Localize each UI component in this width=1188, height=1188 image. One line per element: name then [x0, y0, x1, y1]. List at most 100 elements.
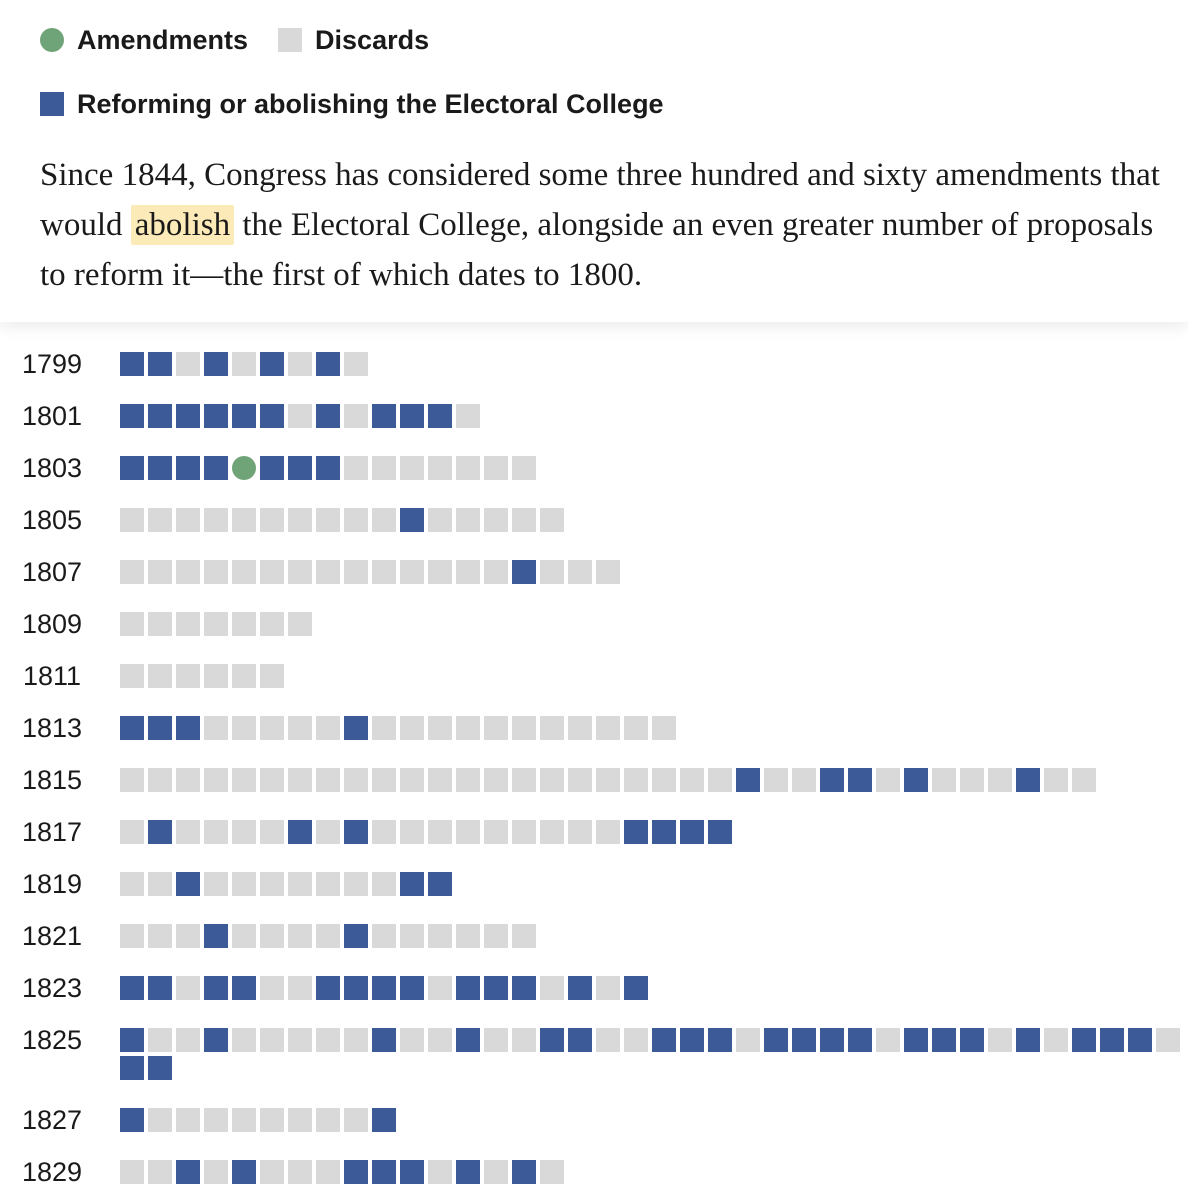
reform-square[interactable]: [176, 872, 200, 896]
reform-square[interactable]: [372, 1028, 396, 1052]
discard-square[interactable]: [932, 768, 956, 792]
discard-square[interactable]: [568, 820, 592, 844]
discard-square[interactable]: [540, 1160, 564, 1184]
reform-square[interactable]: [260, 456, 284, 480]
reform-square[interactable]: [148, 820, 172, 844]
reform-square[interactable]: [120, 352, 144, 376]
discard-square[interactable]: [960, 768, 984, 792]
discard-square[interactable]: [428, 508, 452, 532]
reform-square[interactable]: [120, 1028, 144, 1052]
reform-square[interactable]: [512, 1160, 536, 1184]
discard-square[interactable]: [316, 716, 340, 740]
discard-square[interactable]: [288, 560, 312, 584]
reform-square[interactable]: [792, 1028, 816, 1052]
discard-square[interactable]: [148, 1160, 172, 1184]
discard-square[interactable]: [540, 976, 564, 1000]
discard-square[interactable]: [148, 924, 172, 948]
discard-square[interactable]: [596, 716, 620, 740]
discard-square[interactable]: [204, 664, 228, 688]
discard-square[interactable]: [232, 716, 256, 740]
discard-square[interactable]: [176, 768, 200, 792]
discard-square[interactable]: [484, 820, 508, 844]
reform-square[interactable]: [400, 976, 424, 1000]
discard-square[interactable]: [652, 716, 676, 740]
reform-square[interactable]: [904, 1028, 928, 1052]
discard-square[interactable]: [344, 508, 368, 532]
reform-square[interactable]: [344, 820, 368, 844]
discard-square[interactable]: [288, 976, 312, 1000]
discard-square[interactable]: [316, 508, 340, 532]
reform-square[interactable]: [1072, 1028, 1096, 1052]
discard-square[interactable]: [428, 560, 452, 584]
reform-square[interactable]: [456, 1160, 480, 1184]
reform-square[interactable]: [1016, 1028, 1040, 1052]
discard-square[interactable]: [512, 716, 536, 740]
discard-square[interactable]: [120, 664, 144, 688]
discard-square[interactable]: [176, 560, 200, 584]
discard-square[interactable]: [148, 508, 172, 532]
legend-amendments[interactable]: Amendments: [40, 25, 248, 56]
discard-square[interactable]: [176, 1108, 200, 1132]
discard-square[interactable]: [148, 768, 172, 792]
discard-square[interactable]: [260, 1160, 284, 1184]
discard-square[interactable]: [120, 1160, 144, 1184]
reform-square[interactable]: [288, 456, 312, 480]
reform-square[interactable]: [372, 1108, 396, 1132]
discard-square[interactable]: [176, 612, 200, 636]
discard-square[interactable]: [204, 820, 228, 844]
discard-square[interactable]: [204, 1108, 228, 1132]
discard-square[interactable]: [204, 872, 228, 896]
reform-square[interactable]: [708, 1028, 732, 1052]
discard-square[interactable]: [792, 768, 816, 792]
discard-square[interactable]: [232, 1028, 256, 1052]
discard-square[interactable]: [204, 1160, 228, 1184]
reform-square[interactable]: [540, 1028, 564, 1052]
discard-square[interactable]: [260, 872, 284, 896]
discard-square[interactable]: [624, 716, 648, 740]
discard-square[interactable]: [120, 820, 144, 844]
discard-square[interactable]: [456, 768, 480, 792]
discard-square[interactable]: [372, 872, 396, 896]
reform-square[interactable]: [120, 404, 144, 428]
legend-reform[interactable]: Reforming or abolishing the Electoral Co…: [40, 89, 664, 120]
reform-square[interactable]: [288, 820, 312, 844]
reform-square[interactable]: [428, 404, 452, 428]
discard-square[interactable]: [176, 924, 200, 948]
discard-square[interactable]: [148, 1108, 172, 1132]
discard-square[interactable]: [232, 560, 256, 584]
reform-square[interactable]: [848, 1028, 872, 1052]
discard-square[interactable]: [344, 1108, 368, 1132]
reform-square[interactable]: [344, 716, 368, 740]
discard-square[interactable]: [260, 716, 284, 740]
discard-square[interactable]: [1044, 1028, 1068, 1052]
discard-square[interactable]: [288, 716, 312, 740]
discard-square[interactable]: [456, 456, 480, 480]
discard-square[interactable]: [680, 768, 704, 792]
discard-square[interactable]: [484, 924, 508, 948]
discard-square[interactable]: [372, 560, 396, 584]
discard-square[interactable]: [148, 664, 172, 688]
discard-square[interactable]: [260, 664, 284, 688]
reform-square[interactable]: [372, 404, 396, 428]
discard-square[interactable]: [372, 716, 396, 740]
reform-square[interactable]: [232, 1160, 256, 1184]
discard-square[interactable]: [428, 768, 452, 792]
reform-square[interactable]: [176, 456, 200, 480]
discard-square[interactable]: [372, 508, 396, 532]
discard-square[interactable]: [400, 768, 424, 792]
discard-square[interactable]: [232, 664, 256, 688]
discard-square[interactable]: [736, 1028, 760, 1052]
discard-square[interactable]: [456, 924, 480, 948]
discard-square[interactable]: [484, 456, 508, 480]
discard-square[interactable]: [456, 404, 480, 428]
reform-square[interactable]: [120, 456, 144, 480]
legend-discards[interactable]: Discards: [278, 25, 429, 56]
discard-square[interactable]: [232, 872, 256, 896]
reform-square[interactable]: [512, 976, 536, 1000]
reform-square[interactable]: [148, 456, 172, 480]
discard-square[interactable]: [596, 820, 620, 844]
reform-square[interactable]: [344, 1160, 368, 1184]
reform-square[interactable]: [456, 976, 480, 1000]
reform-square[interactable]: [848, 768, 872, 792]
discard-square[interactable]: [148, 612, 172, 636]
